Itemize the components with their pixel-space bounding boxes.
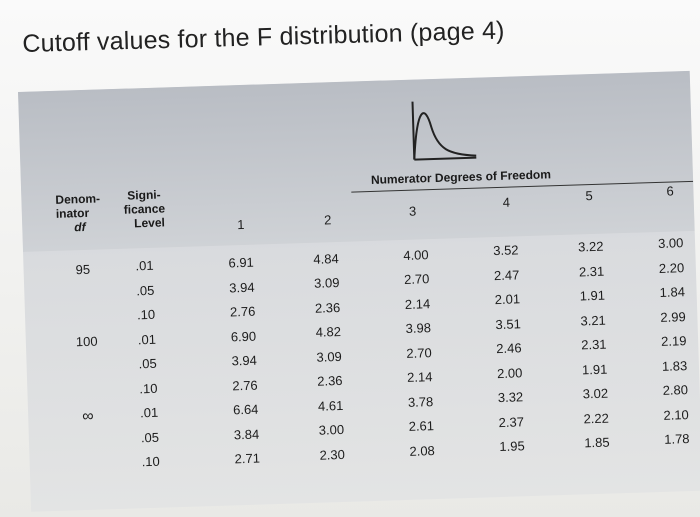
table-cell: 2.76 <box>232 377 258 393</box>
num-df-5: 5 <box>585 188 594 204</box>
table-cell: 2.31 <box>580 336 607 353</box>
table-cell: 2.31 <box>578 263 605 280</box>
sig-level-cell: .10 <box>141 453 160 470</box>
table-cell: 3.94 <box>229 279 255 295</box>
page-title: Cutoff values for the F distribution (pa… <box>22 16 505 58</box>
denom-100: 100 <box>75 333 98 350</box>
table-cell: 1.85 <box>584 434 610 451</box>
table-cell: 1.78 <box>663 431 690 447</box>
table-cell: 3.02 <box>582 385 609 402</box>
denom-header-line1: Denom- <box>55 191 101 207</box>
table-cell: 2.71 <box>234 450 261 467</box>
sig-level-cell: .01 <box>139 404 159 421</box>
table-cell: 2.76 <box>229 303 256 320</box>
sig-header-line2: ficance <box>123 201 166 217</box>
table-cell: 2.70 <box>403 271 430 288</box>
num-df-4: 4 <box>502 194 511 210</box>
table-cell: 2.20 <box>658 259 685 276</box>
table-cell: 3.98 <box>405 320 432 337</box>
table-cell: 3.84 <box>233 426 260 442</box>
num-df-2: 2 <box>323 212 332 228</box>
table-cell: 2.14 <box>406 369 433 386</box>
table-cell: 6.90 <box>230 328 257 344</box>
table-cell: 3.22 <box>577 238 604 255</box>
table-cell: 2.47 <box>493 267 520 284</box>
sig-header-line3: Level <box>133 215 166 231</box>
table-cell: 3.94 <box>231 352 258 369</box>
table-cell: 2.37 <box>498 414 525 430</box>
table-cell: 1.83 <box>661 357 688 374</box>
table-cell: 3.21 <box>580 312 606 329</box>
table-cell: 3.32 <box>497 389 524 406</box>
denom-header-line2: inator <box>55 205 90 221</box>
table-cell: 2.36 <box>317 373 343 390</box>
sig-level-cell: .10 <box>136 306 156 323</box>
table-cell: 1.91 <box>579 287 606 304</box>
table-cell: 1.95 <box>499 438 525 455</box>
table-cell: 6.64 <box>232 401 259 418</box>
sig-header-line1: Signi- <box>127 187 161 203</box>
table-cell: 4.84 <box>313 250 339 267</box>
table-cell: 2.70 <box>406 344 432 361</box>
table-cell: 2.01 <box>494 291 521 308</box>
sig-level-cell: .05 <box>136 282 155 298</box>
denom-infinity: ∞ <box>81 407 94 426</box>
table-cell: 2.00 <box>496 365 523 381</box>
num-df-3: 3 <box>408 203 417 219</box>
table-cell: 6.91 <box>228 254 255 271</box>
table-cell: 2.61 <box>408 418 435 434</box>
table-cell: 3.00 <box>318 422 345 439</box>
table-cell: 1.84 <box>659 284 686 300</box>
table-cell: 3.52 <box>492 242 519 259</box>
table-cell: 4.00 <box>403 246 429 263</box>
table-cell: 3.09 <box>316 348 343 365</box>
table-cell: 3.00 <box>657 235 684 251</box>
denom-header-line3: df <box>74 219 86 235</box>
table-cell: 1.91 <box>581 361 608 378</box>
table-cell: 2.08 <box>409 442 436 459</box>
sig-level-cell: .01 <box>137 331 157 347</box>
table-cell: 2.30 <box>319 446 346 463</box>
num-df-6: 6 <box>666 183 674 199</box>
table-cell: 2.22 <box>583 410 610 427</box>
table-photo: Denom- inator df Signi- ficance Level Nu… <box>18 70 700 512</box>
table-cell: 2.46 <box>496 340 522 357</box>
table-cell: 3.78 <box>407 393 434 410</box>
sig-level-cell: .10 <box>139 380 158 396</box>
table-cell: 2.10 <box>663 406 689 423</box>
table-cell: 2.14 <box>404 295 431 312</box>
sig-level-cell: .01 <box>135 257 154 274</box>
table-cell: 3.09 <box>313 275 340 292</box>
sig-level-cell: .05 <box>140 429 160 445</box>
sig-level-cell: .05 <box>138 355 157 372</box>
table-cell: 2.19 <box>660 333 687 349</box>
table-cell: 2.36 <box>314 299 341 316</box>
num-df-1: 1 <box>237 216 245 233</box>
table-cell: 2.80 <box>662 382 689 398</box>
table-cell: 2.99 <box>660 308 686 325</box>
table-header-band <box>18 70 695 252</box>
table-cell: 4.82 <box>315 324 342 341</box>
f-distribution-curve-icon <box>411 101 477 161</box>
table-cell: 3.51 <box>495 316 522 333</box>
table-cell: 4.61 <box>317 397 344 414</box>
denom-95: 95 <box>75 261 91 278</box>
